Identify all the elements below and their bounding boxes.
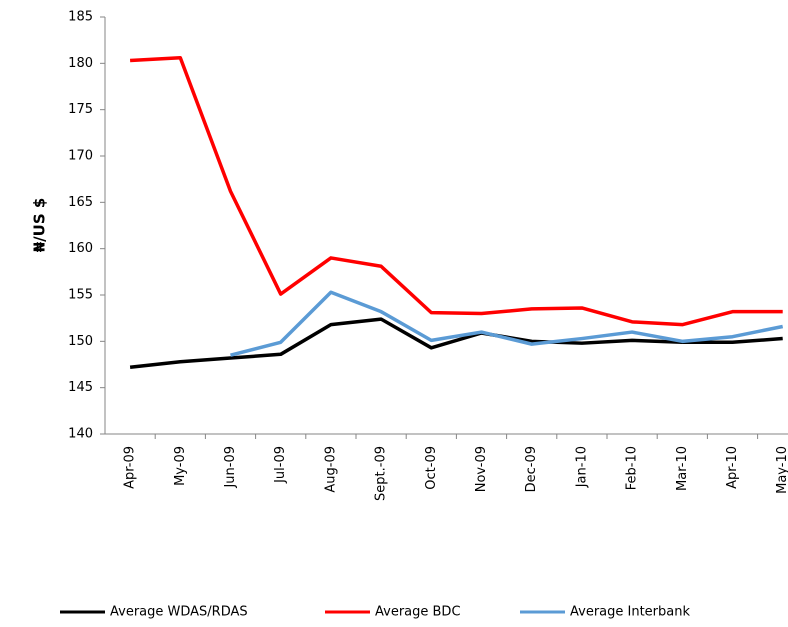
legend-label: Average BDC <box>375 605 461 620</box>
x-tick-label: Sept.-09 <box>374 446 389 501</box>
y-tick-label: 160 <box>68 241 93 256</box>
y-tick-label: 180 <box>68 56 93 71</box>
y-tick-label: 155 <box>68 288 93 303</box>
x-tick-label: May-10 <box>775 446 788 494</box>
y-tick-label: 170 <box>68 149 93 164</box>
y-tick-label: 175 <box>68 102 93 117</box>
y-tick-label: 165 <box>68 195 93 210</box>
x-tick-label: Oct-09 <box>424 446 439 490</box>
x-tick-label: Apr-09 <box>123 446 138 489</box>
data-line <box>230 290 784 357</box>
y-tick-label: 185 <box>68 10 93 25</box>
legend-label: Average Interbank <box>570 605 690 620</box>
data-line <box>130 56 783 327</box>
y-tick-label: 140 <box>68 427 93 442</box>
x-tick-label: Feb-10 <box>625 446 640 490</box>
y-axis-label: ₦/US $ <box>31 198 49 253</box>
x-tick-label: Jan-10 <box>574 446 589 488</box>
x-tick-label: Nov-09 <box>474 446 489 492</box>
x-tick-label: My-09 <box>173 446 188 486</box>
x-tick-label: Jun-09 <box>223 446 238 489</box>
x-tick-label: Aug-09 <box>323 446 338 493</box>
y-tick-label: 150 <box>68 334 93 349</box>
data-line <box>129 317 783 370</box>
x-tick-label: Apr-10 <box>725 446 740 489</box>
x-tick-label: Mar-10 <box>675 446 690 491</box>
x-tick-label: Dec-09 <box>524 446 539 492</box>
legend-label: Average WDAS/RDAS <box>110 605 248 620</box>
y-tick-label: 145 <box>68 380 93 395</box>
x-tick-label: Jul-09 <box>273 446 288 484</box>
